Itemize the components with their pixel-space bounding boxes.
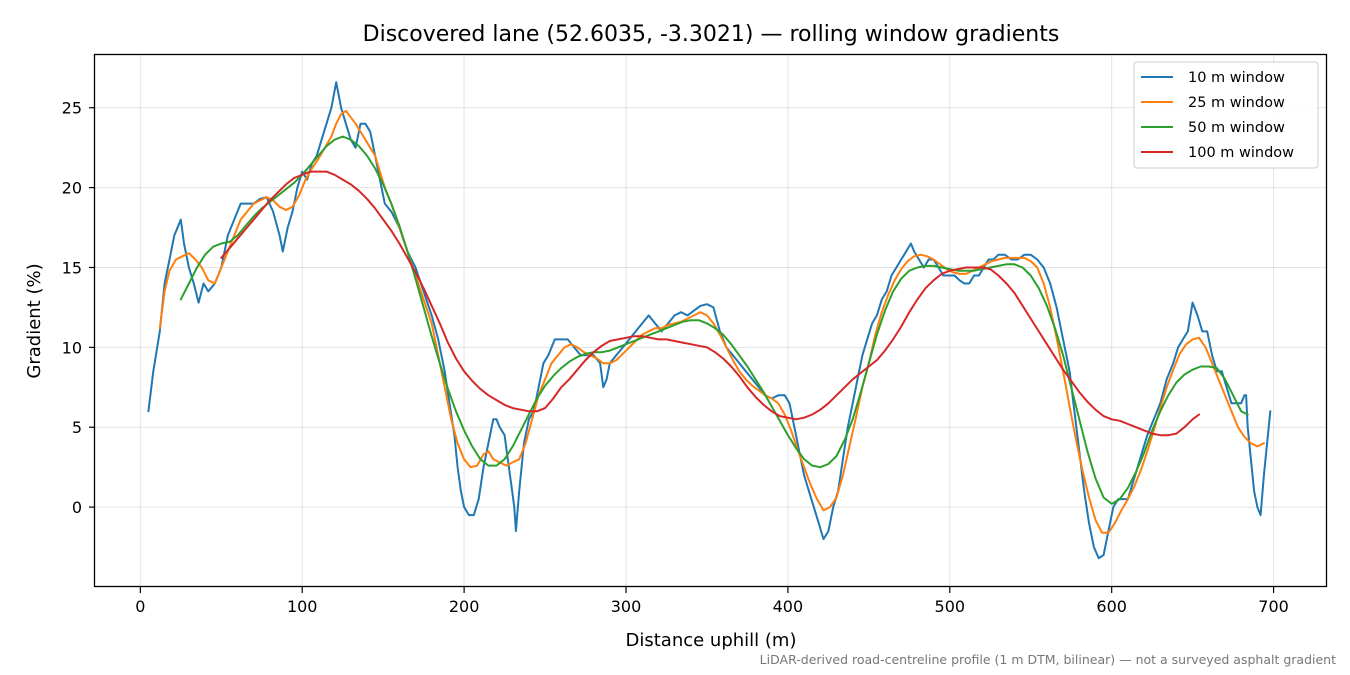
x-tick-label: 0 xyxy=(135,597,145,616)
x-tick-label: 200 xyxy=(449,597,480,616)
y-tick-label: 10 xyxy=(62,338,82,357)
legend-label-25m: 25 m window xyxy=(1188,95,1285,111)
legend: 10 m window 25 m window 50 m window 100 … xyxy=(1133,61,1319,169)
legend-label-10m: 10 m window xyxy=(1188,70,1285,86)
x-axis-ticks: 0 100 200 300 400 500 600 700 xyxy=(135,587,1289,616)
y-tick-label: 25 xyxy=(62,99,82,118)
y-tick-label: 5 xyxy=(72,418,82,437)
x-tick-label: 300 xyxy=(611,597,642,616)
x-tick-label: 700 xyxy=(1258,597,1289,616)
y-axis-label: Gradient (%) xyxy=(24,263,45,378)
x-tick-label: 600 xyxy=(1096,597,1127,616)
y-tick-label: 15 xyxy=(62,258,82,277)
x-axis-label: Distance uphill (m) xyxy=(626,630,797,651)
y-tick-label: 20 xyxy=(62,179,82,198)
series-line-4 xyxy=(220,170,1201,437)
series-line-3 xyxy=(179,135,1249,505)
legend-label-100m: 100 m window xyxy=(1188,145,1294,161)
y-axis-ticks: 0 5 10 15 20 25 xyxy=(62,99,95,517)
x-tick-label: 500 xyxy=(935,597,966,616)
series-line-2 xyxy=(158,109,1265,534)
x-tick-label: 400 xyxy=(773,597,804,616)
legend-label-50m: 50 m window xyxy=(1188,120,1285,136)
series-lines xyxy=(147,81,1272,560)
footnote: LiDAR-derived road-centreline profile (1… xyxy=(760,652,1336,667)
legend-frame xyxy=(1133,61,1319,169)
chart-title: Discovered lane (52.6035, -3.3021) — rol… xyxy=(363,22,1060,47)
series-line-1 xyxy=(147,81,1272,560)
x-tick-label: 100 xyxy=(287,597,318,616)
plot-frame xyxy=(93,53,1328,588)
y-tick-label: 0 xyxy=(72,498,82,517)
